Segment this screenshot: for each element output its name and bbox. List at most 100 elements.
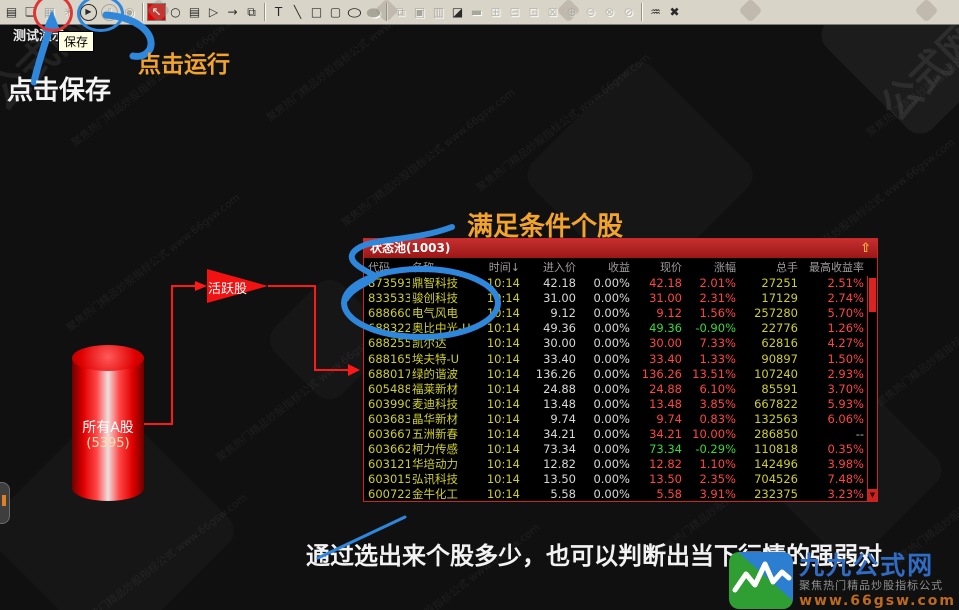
play-node-icon[interactable]: ▷ [208,5,219,19]
scrollbar-thumb[interactable] [869,278,876,312]
table-row[interactable]: 603015 弘讯科技 10:14 13.50 0.00% 13.50 2.35% 70452… [364,472,867,487]
table-cell: 10:14 [486,457,520,472]
cylinder-label: 所有A股 [82,420,134,436]
table-cell: 0.00% [593,457,630,472]
table-cell: 12.82 [649,457,682,472]
arrow-node-icon[interactable]: → [227,5,238,19]
copy-node-icon[interactable]: ⧉ [247,5,256,19]
ellipse-node-icon[interactable]: ○ [170,5,181,19]
table-cell: 3.85% [699,396,736,411]
column-header-5[interactable]: 收益 [608,261,630,274]
table-cell: 鼎智科技 [412,276,458,291]
cursor-tool-icon[interactable]: ↖ [147,3,166,21]
column-header-6[interactable]: 现价 [660,261,682,274]
table-row[interactable]: 688255 凯尔达 10:14 30.00 0.00% 30.00 7.33% 62816 4… [364,336,867,351]
table-cell: 5.58 [656,487,682,501]
table-cell: 1.33% [699,351,736,366]
color-bar-icon[interactable]: ▬ [470,5,483,19]
column-header-7[interactable]: 涨幅 [714,261,736,274]
rect-tool-icon[interactable]: □ [310,5,323,19]
table-row[interactable]: 600722 金牛化工 10:14 5.58 0.00% 5.58 3.91% 232375 3… [364,487,867,501]
oval-tool-icon[interactable]: ○ [346,5,363,19]
table-cell: 600722 [368,487,410,501]
table-cell: 603015 [368,472,410,487]
table-cell: 0.83% [699,411,736,426]
table-cell: 12.82 [543,457,576,472]
table-row[interactable]: 688660 电气风电 10:14 9.12 0.00% 9.12 1.56% 257280 5… [364,306,867,321]
column-header-9[interactable]: 最高收益率 [809,261,864,274]
table-row[interactable]: 603667 五洲新春 10:14 34.21 0.00% 34.21 10.00% 2868… [364,427,867,442]
table-cell: -- [855,426,864,441]
table-cell: 华培动力 [412,457,458,472]
align-bottom-icon[interactable]: ⊠ [547,5,558,19]
align-right-icon[interactable]: ⊟ [509,5,520,19]
column-header-4[interactable]: 进入价 [543,261,576,274]
paste-icon[interactable]: ▣ [413,5,426,19]
table-row[interactable]: 603662 柯力传感 10:14 73.34 0.00% 73.34 -0.29% 1108… [364,442,867,457]
line-tool-icon[interactable]: ╲ [293,5,302,19]
watermark-text: 聚焦热门精品炒股指标公式 www.66gsw.com [889,427,959,570]
table-cell: 1.26% [827,321,864,336]
watermark-text: 聚焦热门精品炒股指标公式 www.66gsw.com [474,51,653,195]
toolbar-separator [142,3,144,21]
table-row[interactable]: 688165 埃夫特-U 10:14 33.40 0.00% 33.40 1.33% 9089… [364,351,867,366]
text-tool-icon[interactable]: T [274,5,283,19]
copy-icon[interactable]: ⧉ [396,5,405,19]
watermark-text: 聚焦热门精品炒股指标公式 www.66gsw.com [71,491,250,610]
column-header-8[interactable]: 总手 [776,261,798,274]
column-header-1[interactable]: 代码 [368,261,390,274]
table-row[interactable]: 605488 福莱新材 10:14 24.88 0.00% 24.88 6.10% 85591… [364,382,867,397]
table-row[interactable]: 603990 麦迪科技 10:14 13.48 0.00% 13.48 3.85% 66782… [364,397,867,412]
collapse-up-icon[interactable]: ⇧ [860,241,871,256]
table-cell: 0.00% [593,487,630,501]
table-cell: 667822 [754,396,798,411]
filled-oval-tool-icon[interactable]: ● [365,5,382,19]
scrollbar-down-icon[interactable]: ▼ [868,489,877,501]
table-cell: 603121 [368,457,410,472]
table-cell: 873593 [368,276,410,291]
table-cell: 704526 [754,472,798,487]
table-cell: 13.51% [692,366,736,381]
report-icon[interactable]: ▤ [5,5,18,19]
delete-icon[interactable]: ▥ [432,5,445,19]
align-left-icon[interactable]: ⊞ [490,5,501,19]
table-cell: 33.40 [543,351,576,366]
flow-node-all-a-shares[interactable]: 所有A股 (5395) [72,345,144,501]
table-row[interactable]: 688322 奥比中光-U 10:14 49.36 0.00% 49.36 -0.90% 22… [364,321,867,336]
table-cell: 24.88 [543,381,576,396]
table-cell: 2.74% [827,291,864,306]
table-cell: 257280 [754,306,798,321]
table-cell: 1.50% [827,351,864,366]
column-header-2[interactable]: 名称 [412,261,434,274]
table-cell: 9.74 [656,411,682,426]
roundrect-tool-icon[interactable]: ▢ [329,5,342,19]
table-cell: 0.00% [593,276,630,291]
table-body: 873593 鼎智科技 10:14 42.18 0.00% 42.18 2.01% 27251… [364,276,867,501]
note-node-icon[interactable]: ▤ [188,5,201,19]
table-cell: 603667 [368,426,410,441]
table-cell: 62816 [761,336,798,351]
new-icon[interactable]: ❏ [25,5,36,19]
table-row[interactable]: 833533 骏创科技 10:14 31.00 0.00% 31.00 2.31% 17129… [364,291,867,306]
distribute-h-icon[interactable]: ⊕ [566,5,577,19]
table-row[interactable]: 603121 华培动力 10:14 12.82 0.00% 12.82 1.10% 14249… [364,457,867,472]
comb-icon[interactable]: ♒ [650,5,661,19]
distribute-v-icon[interactable]: ⊖ [585,5,596,19]
table-scrollbar[interactable]: ▼ [867,276,877,501]
table-cell: 136.26 [535,366,576,381]
column-header-3[interactable]: 时间↓ [488,261,520,274]
fill-icon[interactable]: ◪ [451,5,464,19]
table-row[interactable]: 603683 晶华新材 10:14 9.74 0.00% 9.74 0.83% 132563 6… [364,412,867,427]
table-row[interactable]: 688017 绿的谐波 10:14 136.26 0.00% 136.26 13.51% 10… [364,367,867,382]
site-name: 九九公式网 [799,550,935,580]
table-cell: 埃夫特-U [412,351,460,366]
same-width-icon[interactable]: ⊗ [604,5,615,19]
close-icon[interactable]: ✖ [669,5,680,19]
table-cell: 10:14 [486,306,520,321]
align-top-icon[interactable]: ⊡ [528,5,539,19]
flow-arrowhead [195,281,207,291]
table-cell: 2.93% [827,366,864,381]
table-row[interactable]: 873593 鼎智科技 10:14 42.18 0.00% 42.18 2.01% 27251… [364,276,867,291]
same-height-icon[interactable]: ⊘ [623,5,634,19]
